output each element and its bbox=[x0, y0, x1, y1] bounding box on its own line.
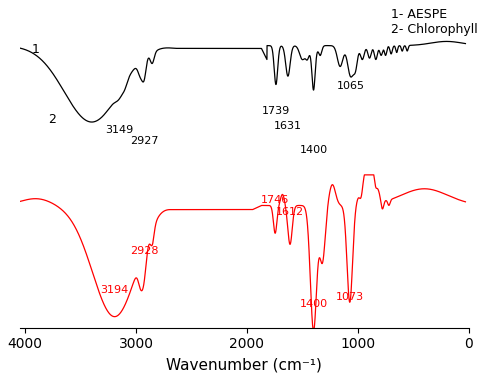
Text: 1065: 1065 bbox=[337, 81, 365, 91]
Text: 2- Chlorophyll: 2- Chlorophyll bbox=[391, 23, 478, 36]
Text: 1: 1 bbox=[32, 42, 40, 56]
Text: 3194: 3194 bbox=[101, 285, 129, 295]
Text: 2927: 2927 bbox=[130, 136, 158, 146]
Text: 1739: 1739 bbox=[262, 106, 290, 116]
Text: 1- AESPE: 1- AESPE bbox=[391, 8, 447, 21]
Text: 1073: 1073 bbox=[336, 292, 364, 302]
Text: 1631: 1631 bbox=[274, 121, 302, 131]
Text: 2928: 2928 bbox=[130, 246, 158, 256]
X-axis label: Wavenumber (cm⁻¹): Wavenumber (cm⁻¹) bbox=[166, 357, 322, 372]
Text: 1400: 1400 bbox=[300, 145, 327, 155]
Text: 1746: 1746 bbox=[261, 195, 289, 205]
Text: 2: 2 bbox=[49, 113, 56, 127]
Text: 3149: 3149 bbox=[106, 125, 134, 135]
Text: 1400: 1400 bbox=[300, 299, 327, 309]
Text: 1612: 1612 bbox=[276, 207, 304, 217]
